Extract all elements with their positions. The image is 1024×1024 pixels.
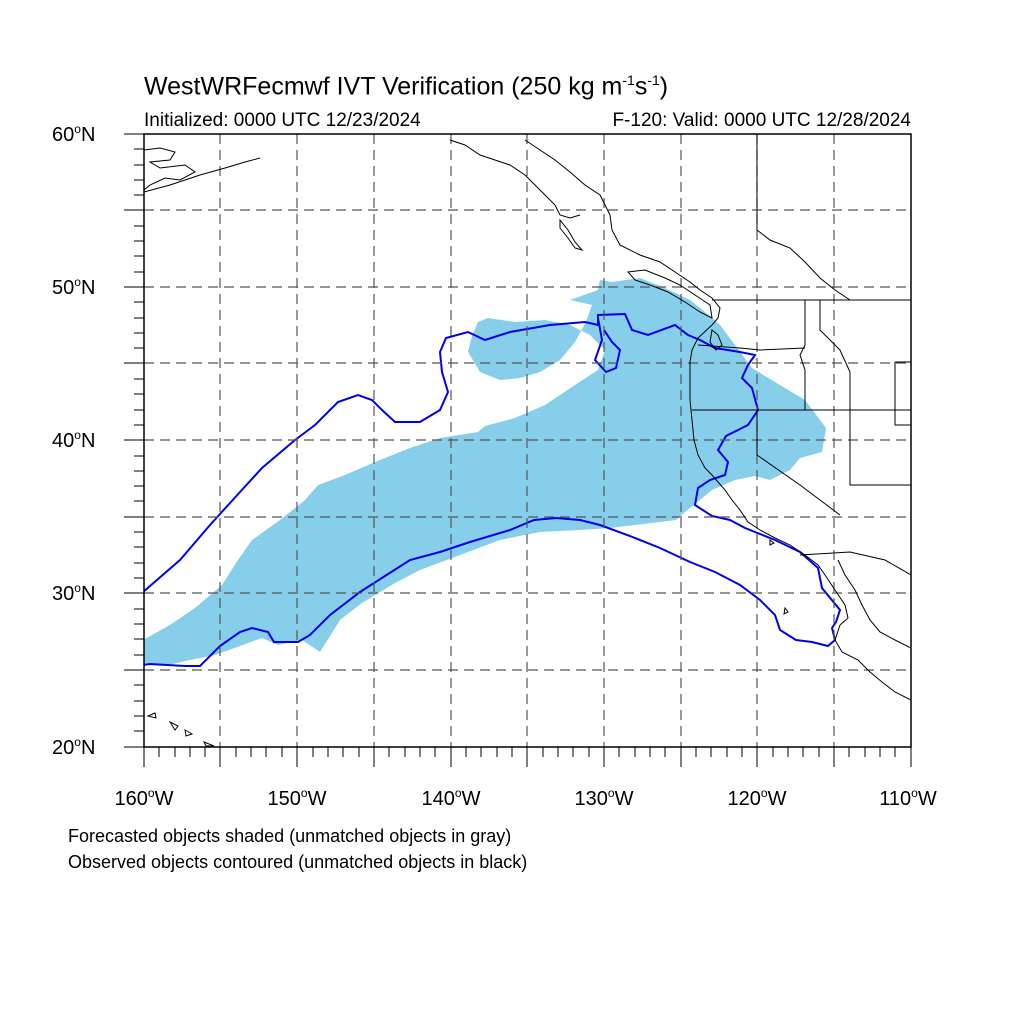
- title-mid: s: [634, 72, 648, 101]
- legend-observed-note: Observed objects contoured (unmatched ob…: [68, 852, 528, 872]
- baja-inner-coast: [837, 559, 911, 649]
- baja-coast: [834, 624, 911, 701]
- chart-title: WestWRFecmwf IVT Verification (250 kg m-…: [144, 72, 668, 101]
- title-end: ): [659, 72, 669, 101]
- lon-label-140w: 140oW: [421, 786, 481, 810]
- lat-label-50n: 50oN: [52, 275, 96, 299]
- lon-major-ticks: [143, 747, 912, 767]
- us-west-coast: [689, 324, 849, 626]
- wyoming-border: [894, 361, 911, 426]
- graticule: [144, 134, 911, 747]
- alaska-gulf-coast: [449, 139, 581, 219]
- forecast-ivt-object: [144, 278, 826, 664]
- lon-minor-ticks: [158, 747, 896, 757]
- lat-label-20n: 20oN: [52, 735, 96, 759]
- observed-ivt-contour: [144, 312, 842, 667]
- lat-minor-ticks: [134, 148, 144, 732]
- mexico-border: [799, 551, 911, 576]
- lat-label-30n: 30oN: [52, 581, 96, 605]
- lon-label-160w: 160oW: [114, 786, 174, 810]
- observed-inner-contour: [593, 317, 622, 374]
- map-plot-area: [144, 134, 911, 747]
- bc-coast: [524, 139, 721, 326]
- puget-sound: [709, 329, 723, 351]
- lon-label-110w: 110oW: [879, 786, 937, 810]
- oregon-idaho-border: [799, 300, 806, 410]
- nevada-border: [756, 410, 841, 516]
- lon-label-130w: 130oW: [574, 786, 634, 810]
- lat-major-ticks: [124, 133, 144, 748]
- alaska-peninsula: [144, 157, 261, 193]
- vancouver-island: [626, 269, 713, 319]
- legend-forecast-note: Forecasted objects shaded (unmatched obj…: [68, 826, 512, 846]
- lat-label-60n: 60oN: [52, 122, 96, 146]
- washington-oregon-border: [697, 344, 806, 351]
- title-main: WestWRFecmwf IVT Verification (250 kg m: [144, 72, 623, 101]
- title-exponent-1: -1: [622, 72, 635, 88]
- utah-border: [849, 410, 911, 486]
- valid-time: F-120: Valid: 0000 UTC 12/28/2024: [612, 110, 911, 131]
- lon-label-120w: 120oW: [727, 786, 787, 810]
- hawaii-islands: [146, 712, 215, 747]
- haida-gwaii: [559, 218, 584, 251]
- lon-label-150w: 150oW: [267, 786, 327, 810]
- axis-ticks: [124, 133, 912, 767]
- initialized-time: Initialized: 0000 UTC 12/23/2024: [144, 110, 421, 131]
- coastlines: [144, 134, 911, 747]
- idaho-montana-border: [819, 300, 851, 410]
- title-exponent-2: -1: [647, 72, 660, 88]
- channel-islands: [769, 539, 789, 615]
- lat-label-40n: 40oN: [52, 428, 96, 452]
- canada-interior-border: [756, 134, 851, 301]
- alaska-coast: [144, 147, 196, 191]
